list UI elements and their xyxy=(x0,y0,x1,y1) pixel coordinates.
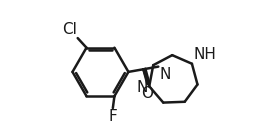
Text: NH: NH xyxy=(193,47,216,62)
Text: O: O xyxy=(141,86,153,101)
Text: Cl: Cl xyxy=(62,22,77,37)
Text: N: N xyxy=(159,67,171,82)
Text: F: F xyxy=(108,109,117,124)
Text: N: N xyxy=(136,80,148,95)
